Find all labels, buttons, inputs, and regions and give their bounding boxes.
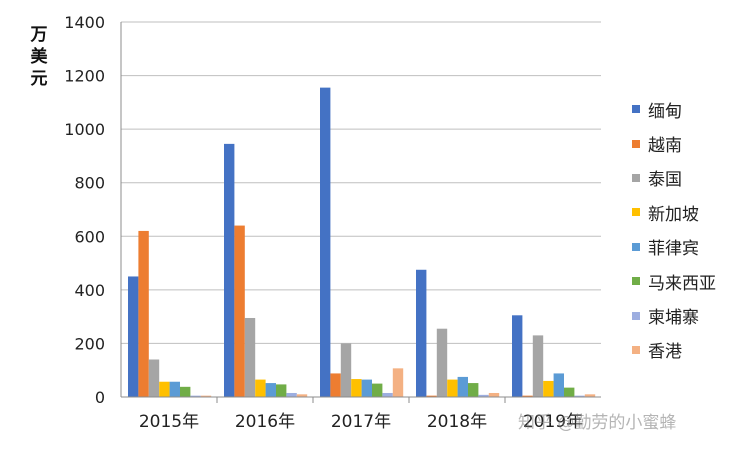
legend-label: 马来西亚 (648, 273, 716, 294)
bar (148, 359, 160, 397)
bar (244, 317, 256, 397)
legend-item: 菲律宾 (632, 230, 716, 264)
bar (416, 269, 427, 397)
bars (128, 87, 596, 397)
y-tick-label: 1000 (64, 120, 105, 139)
bar (265, 383, 276, 397)
bar (255, 379, 266, 397)
legend-label: 香港 (648, 342, 682, 363)
legend-label: 柬埔寨 (648, 308, 699, 329)
bar (488, 392, 500, 397)
legend-label: 新加坡 (648, 204, 699, 225)
bar (138, 230, 149, 397)
bar (330, 373, 341, 397)
bar (543, 380, 554, 397)
bar (276, 384, 287, 397)
bar (574, 395, 585, 397)
bar (169, 381, 180, 397)
bar (382, 392, 393, 397)
y-tick-label: 400 (74, 281, 105, 300)
gridlines (121, 21, 601, 344)
legend-item: 泰国 (632, 161, 716, 195)
bar (190, 395, 201, 397)
y-tick-label: 600 (74, 227, 105, 246)
bar (200, 395, 212, 397)
bar (447, 379, 458, 397)
bar (296, 394, 308, 397)
legend-swatch (632, 277, 640, 286)
y-axis-label: 万美元 (30, 25, 48, 89)
legend-item: 香港 (632, 333, 716, 367)
y-tick-label: 0 (95, 388, 105, 407)
x-tick-label: 2015年 (139, 412, 199, 432)
bar (159, 381, 170, 397)
legend: 缅甸越南泰国新加坡菲律宾马来西亚柬埔寨香港 (632, 92, 716, 367)
legend-item: 柬埔寨 (632, 298, 716, 332)
legend-item: 缅甸 (632, 92, 716, 126)
legend-item: 马来西亚 (632, 264, 716, 298)
legend-swatch (632, 105, 640, 114)
x-tick-label: 2019年 (523, 412, 583, 432)
bar (426, 395, 437, 397)
y-tick-label: 200 (74, 334, 105, 353)
legend-swatch (632, 208, 640, 217)
bar (128, 276, 139, 397)
bar (512, 315, 523, 397)
y-tick-labels: 0 200 400 600 800 1000 1200 1400 (64, 13, 105, 407)
legend-label: 泰国 (648, 170, 682, 191)
bar (478, 394, 489, 397)
bar (361, 379, 372, 397)
legend-label: 越南 (648, 136, 682, 157)
legend-item: 新加坡 (632, 195, 716, 229)
y-tick-label: 1200 (64, 67, 105, 86)
axes (120, 22, 601, 403)
bar (457, 376, 468, 397)
bar (522, 395, 533, 397)
bar (392, 368, 404, 397)
legend-swatch (632, 173, 640, 182)
legend-swatch (632, 345, 640, 354)
bar (320, 87, 331, 397)
bar (468, 383, 479, 397)
bar (372, 383, 383, 397)
x-tick-labels: 2015年 2016年 2017年 2018年 2019年 (139, 412, 583, 432)
bar (180, 386, 191, 397)
x-tick-label: 2017年 (331, 412, 391, 432)
x-tick-label: 2016年 (235, 412, 295, 432)
legend-swatch (632, 242, 640, 251)
bar (340, 343, 352, 397)
watermark: 知乎 @勤劳的小蜜蜂 (518, 413, 677, 433)
legend-swatch (632, 311, 640, 320)
x-tick-label: 2018年 (427, 412, 487, 432)
bar (286, 392, 297, 397)
legend-item: 越南 (632, 126, 716, 160)
bar (436, 328, 448, 397)
y-tick-label: 1400 (64, 13, 105, 32)
bar (584, 394, 596, 397)
bar (564, 387, 575, 397)
bar (234, 225, 245, 397)
legend-label: 缅甸 (648, 101, 682, 122)
legend-swatch (632, 139, 640, 148)
bar (351, 379, 362, 397)
legend-label: 菲律宾 (648, 239, 699, 260)
y-tick-label: 800 (74, 174, 105, 193)
bar (532, 335, 544, 397)
bar (224, 143, 235, 397)
bar (553, 373, 564, 397)
